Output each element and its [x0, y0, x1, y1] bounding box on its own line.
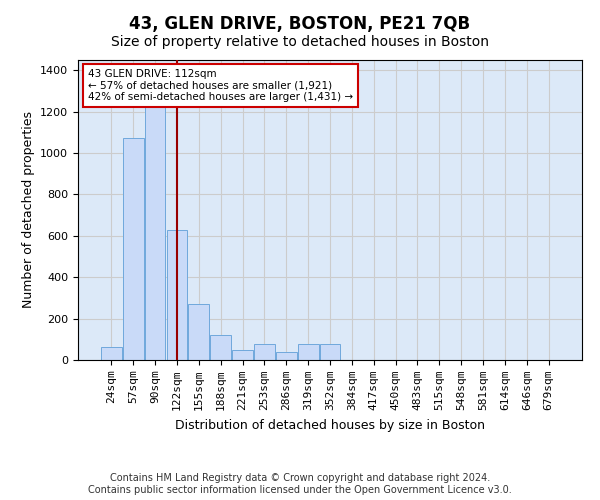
Text: 43 GLEN DRIVE: 112sqm
← 57% of detached houses are smaller (1,921)
42% of semi-d: 43 GLEN DRIVE: 112sqm ← 57% of detached … — [88, 69, 353, 102]
Bar — [145, 86, 166, 360]
Text: Contains HM Land Registry data © Crown copyright and database right 2024.
Contai: Contains HM Land Registry data © Crown c… — [88, 474, 512, 495]
Bar — [320, 344, 340, 360]
X-axis label: Distribution of detached houses by size in Boston: Distribution of detached houses by size … — [175, 418, 485, 432]
Bar — [276, 352, 296, 360]
Bar — [123, 138, 143, 360]
Bar — [254, 344, 275, 360]
Bar — [167, 230, 187, 360]
Bar — [101, 346, 122, 360]
Bar — [232, 350, 253, 360]
Bar — [210, 335, 231, 360]
Text: 43, GLEN DRIVE, BOSTON, PE21 7QB: 43, GLEN DRIVE, BOSTON, PE21 7QB — [130, 15, 470, 33]
Bar — [298, 344, 319, 360]
Bar — [188, 304, 209, 360]
Text: Size of property relative to detached houses in Boston: Size of property relative to detached ho… — [111, 35, 489, 49]
Y-axis label: Number of detached properties: Number of detached properties — [22, 112, 35, 308]
